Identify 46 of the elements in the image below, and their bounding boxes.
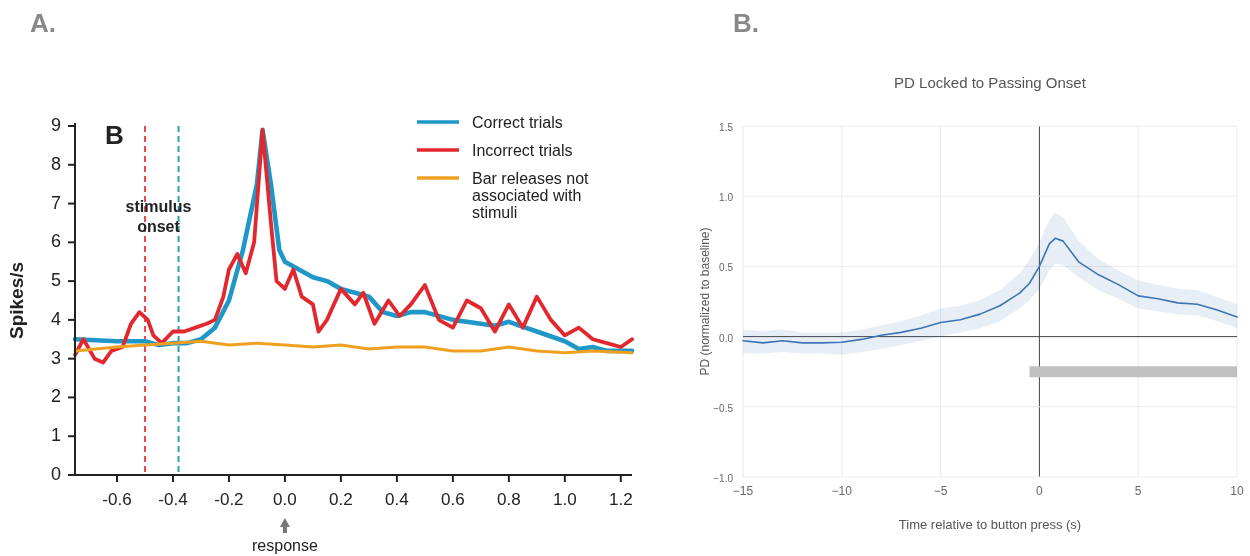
line-series [742, 237, 1238, 344]
x-tick-label: 5 [1134, 484, 1142, 498]
text: response [252, 537, 318, 554]
x-tick-label: 0.6 [441, 490, 465, 509]
legend-label: Bar releases not associated with stimuli [472, 170, 590, 221]
x-tick-label: −10 [831, 484, 853, 498]
y-tick-label: −1.0 [713, 473, 734, 484]
annotation: stimulus onset [125, 198, 192, 235]
y-tick-label: 2 [50, 386, 61, 407]
x-tick-label: -0.2 [214, 490, 244, 509]
y-axis-title: PD (normalized to baseline) [698, 227, 712, 376]
y-tick-label: 1.0 [719, 192, 734, 204]
x-tick-label: −5 [933, 484, 948, 498]
y-axis-title: Spikes/s [6, 261, 27, 340]
x-tick-label: -0.4 [158, 490, 188, 509]
y-tick-label: 0 [50, 464, 61, 484]
text: A. [30, 8, 56, 38]
x-tick-label: -0.6 [102, 490, 132, 509]
x-tick-label: 0.8 [497, 490, 521, 509]
y-tick-label: 7 [50, 192, 61, 213]
y-tick-label: 1.5 [719, 122, 734, 133]
legend-label: Correct trials [472, 114, 563, 131]
y-tick-label: 0.0 [719, 332, 734, 344]
x-axis-title: Time relative to button press (s) [898, 517, 1082, 532]
y-tick-label: 1 [50, 425, 61, 446]
chart-title: PD Locked to Passing Onset [894, 74, 1087, 91]
line-series [73, 339, 634, 355]
legend-label: Incorrect trials [472, 142, 573, 159]
x-tick-label: 0 [1036, 484, 1044, 498]
x-tick-label: 0.4 [385, 490, 409, 509]
x-tick-label: 1.0 [553, 490, 577, 509]
text: B. [733, 8, 759, 38]
y-tick-label: 9 [50, 115, 61, 135]
y-tick-label: 6 [50, 231, 61, 252]
y-tick-label: 3 [50, 347, 61, 368]
y-tick-label: −0.5 [713, 402, 734, 414]
x-tick-label: 0.2 [329, 490, 353, 509]
x-tick-label: 0.0 [273, 490, 297, 509]
x-tick-label: 1.2 [608, 490, 633, 509]
y-tick-label: 4 [50, 308, 61, 329]
y-tick-label: 5 [50, 270, 61, 291]
x-tick-label: 10 [1230, 484, 1244, 498]
annotation: B [105, 120, 124, 150]
x-tick-label: −15 [732, 484, 754, 498]
y-tick-label: 0.5 [719, 262, 734, 274]
y-tick-label: 8 [50, 153, 61, 174]
